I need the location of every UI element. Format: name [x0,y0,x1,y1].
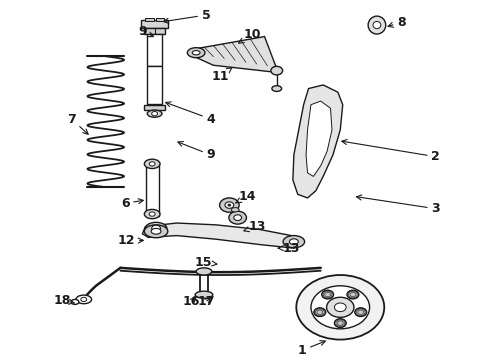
Ellipse shape [146,222,167,234]
Ellipse shape [147,110,162,117]
Text: 13: 13 [244,220,266,233]
Ellipse shape [71,300,79,305]
Bar [147,66,162,104]
Text: 13: 13 [278,242,300,255]
Ellipse shape [229,211,246,224]
Ellipse shape [311,286,369,329]
Text: 1: 1 [298,341,325,357]
Ellipse shape [296,275,384,339]
Ellipse shape [272,86,282,91]
Text: 14: 14 [236,190,256,203]
Ellipse shape [149,212,155,216]
Ellipse shape [145,210,160,219]
Ellipse shape [228,204,231,206]
Ellipse shape [322,290,334,299]
Ellipse shape [145,225,168,238]
Ellipse shape [152,225,160,231]
Polygon shape [143,223,299,248]
Ellipse shape [334,303,346,312]
Ellipse shape [271,66,283,75]
Bar [156,18,164,22]
Ellipse shape [225,202,234,208]
Ellipse shape [283,235,305,248]
Ellipse shape [327,297,354,318]
Text: 17: 17 [197,296,215,309]
Text: 18: 18 [53,294,74,307]
Text: 9: 9 [178,141,215,161]
Polygon shape [194,37,277,72]
Text: 8: 8 [388,16,406,29]
Text: 7: 7 [67,113,88,134]
Ellipse shape [145,159,160,168]
Ellipse shape [151,228,161,234]
Ellipse shape [368,16,386,34]
Bar [145,18,154,22]
Ellipse shape [196,268,212,275]
Ellipse shape [290,239,298,244]
Text: 9: 9 [138,25,153,38]
Ellipse shape [149,162,155,166]
Ellipse shape [187,48,205,58]
Bar [144,28,165,34]
Text: 16: 16 [183,296,200,309]
Ellipse shape [81,297,87,302]
Ellipse shape [234,215,242,221]
Ellipse shape [347,290,359,299]
Ellipse shape [76,295,92,304]
Ellipse shape [192,50,200,55]
Text: 15: 15 [195,256,217,269]
Polygon shape [306,101,332,176]
Bar [141,21,168,28]
Text: 5: 5 [164,9,210,23]
Ellipse shape [355,308,367,316]
Text: 4: 4 [166,102,215,126]
Ellipse shape [152,112,158,116]
Ellipse shape [231,208,239,212]
Ellipse shape [373,22,381,29]
Ellipse shape [195,291,213,298]
Bar [147,34,162,66]
Text: 11: 11 [212,67,232,82]
Ellipse shape [220,198,239,212]
Polygon shape [293,85,343,198]
Text: 12: 12 [118,234,143,247]
Ellipse shape [314,308,326,316]
Text: 10: 10 [239,28,261,43]
Ellipse shape [334,319,346,327]
Bar [144,105,165,111]
Text: 2: 2 [342,140,440,163]
Text: 3: 3 [356,195,440,215]
Bar [146,162,159,216]
Text: 6: 6 [121,197,143,210]
